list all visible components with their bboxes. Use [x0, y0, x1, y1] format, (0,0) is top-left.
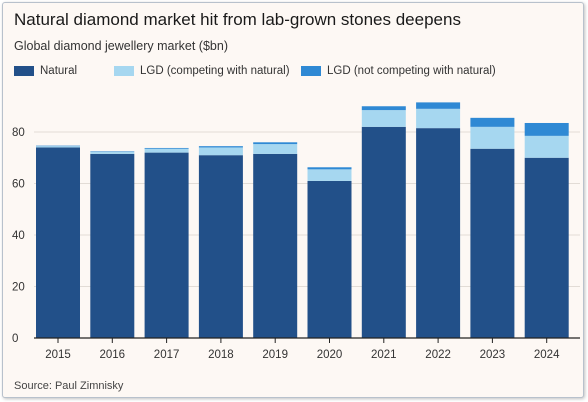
x-tick-label-2021: 2021 — [371, 349, 397, 361]
bar-natural-2018 — [198, 155, 243, 338]
bars — [36, 102, 569, 338]
bar-lgd-not-competing-2015 — [36, 145, 80, 147]
bar-natural-2015 — [36, 147, 80, 338]
x-tick-label-2018: 2018 — [208, 349, 234, 361]
bar-lgd-competing-2015 — [36, 146, 80, 148]
legend-label-lgd-not-competing: LGD (not competing with natural) — [327, 65, 496, 77]
bar-lgd-not-competing-2019 — [253, 142, 298, 145]
source-note: Source: Paul Zimnisky — [14, 380, 124, 392]
bar-lgd-not-competing-2022 — [416, 102, 461, 109]
x-tick-label-2020: 2020 — [317, 349, 343, 361]
x-tick-label-2016: 2016 — [100, 349, 126, 361]
bar-lgd-not-competing-2018 — [198, 146, 243, 148]
bar-lgd-competing-2016 — [90, 151, 135, 154]
bar-lgd-competing-2021 — [361, 110, 406, 127]
x-tick-label-2017: 2017 — [154, 349, 180, 361]
legend-label-natural: Natural — [40, 65, 78, 77]
bar-natural-2022 — [416, 128, 461, 338]
bar-natural-2021 — [361, 126, 406, 338]
x-tick-label-2023: 2023 — [480, 349, 506, 361]
legend-swatch-lgd-competing — [114, 66, 134, 76]
x-tick-label-2015: 2015 — [45, 349, 71, 361]
y-tick-label-40: 40 — [12, 230, 25, 242]
legend-label-lgd-competing: LGD (competing with natural) — [140, 65, 290, 77]
bar-lgd-not-competing-2024 — [524, 122, 569, 136]
x-axis-tick-labels: 2015 2016 2017 2018 2019 2020 2021 2022 2023 2024 — [45, 338, 560, 361]
y-axis-tick-labels: 0 20 40 60 80 — [12, 127, 25, 345]
legend-item-lgd-not-competing: LGD (not competing with natural) — [301, 65, 496, 77]
x-tick-label-2024: 2024 — [534, 349, 560, 361]
bar-lgd-not-competing-2017 — [144, 147, 189, 149]
bar-natural-2016 — [90, 153, 135, 338]
bar-lgd-not-competing-2023 — [470, 117, 515, 127]
legend-item-natural: Natural — [14, 65, 77, 77]
x-tick-label-2022: 2022 — [425, 349, 451, 361]
y-tick-label-80: 80 — [12, 127, 25, 139]
bar-lgd-not-competing-2021 — [361, 106, 406, 111]
bar-lgd-competing-2023 — [470, 126, 515, 149]
y-tick-label-60: 60 — [12, 179, 25, 191]
bar-lgd-competing-2017 — [144, 148, 189, 153]
bar-natural-2020 — [307, 180, 352, 338]
bar-lgd-competing-2024 — [524, 135, 569, 158]
bar-lgd-competing-2020 — [307, 169, 352, 181]
bar-natural-2017 — [144, 152, 189, 338]
bar-natural-2024 — [524, 157, 569, 338]
bar-lgd-competing-2022 — [416, 108, 461, 129]
y-tick-label-20: 20 — [12, 282, 25, 294]
bar-natural-2019 — [253, 153, 298, 338]
chart-subtitle: Global diamond jewellery market ($bn) — [14, 39, 228, 53]
chart-title: Natural diamond market hit from lab-grow… — [14, 10, 461, 29]
bar-lgd-competing-2019 — [253, 144, 298, 154]
bar-lgd-not-competing-2016 — [90, 151, 135, 152]
y-tick-label-0: 0 — [12, 333, 18, 345]
legend-swatch-natural — [14, 66, 34, 76]
x-tick-label-2019: 2019 — [262, 349, 288, 361]
legend-item-lgd-competing: LGD (competing with natural) — [114, 65, 290, 77]
bar-lgd-not-competing-2020 — [307, 167, 352, 170]
bar-natural-2023 — [470, 148, 515, 338]
bar-lgd-competing-2018 — [198, 147, 243, 156]
legend-swatch-lgd-not-competing — [301, 66, 321, 76]
